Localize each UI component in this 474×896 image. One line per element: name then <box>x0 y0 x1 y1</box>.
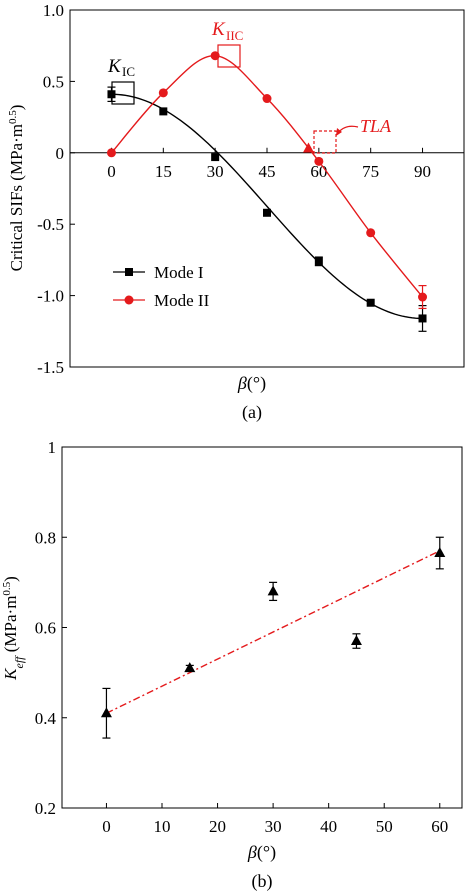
y-tick-label-b: 0.2 <box>35 799 56 818</box>
x-tick-label-b: 0 <box>102 817 111 836</box>
panel-label-a: (a) <box>242 402 262 423</box>
mode-1-marker <box>211 153 220 162</box>
x-tick-label-a: 30 <box>207 162 224 181</box>
keff-marker <box>100 707 112 718</box>
mode-1-marker <box>418 314 427 323</box>
y-tick-label-b: 0.8 <box>35 528 56 547</box>
x-tick-label-b: 10 <box>154 817 171 836</box>
mode-2-marker <box>314 156 324 166</box>
kiic-box <box>217 44 241 68</box>
kiic-sub: IIC <box>226 28 243 43</box>
legend-a: Mode I Mode II <box>113 263 210 310</box>
keff-marker <box>350 635 362 646</box>
x-tick-label-b: 20 <box>209 817 226 836</box>
mode-2-marker <box>418 292 428 302</box>
plot-frame-a <box>69 9 465 368</box>
kic-main: K <box>107 56 122 77</box>
mode-2-marker <box>158 88 168 98</box>
y-tick-label-a: 0 <box>56 144 65 163</box>
x-tick-label-b: 40 <box>320 817 337 836</box>
panel-a: 1.00.50-0.5-1.0-1.5 0 15 30 45 60 75 90 K IC K… <box>7 1 465 423</box>
x-tick-label-a: 90 <box>414 162 431 181</box>
tla-label: TLA <box>360 116 392 136</box>
panel-b: 1 0.8 0.6 0.4 0.2 0 10 20 30 40 50 60 Keff (MPa·m0… <box>1 438 463 892</box>
y-tick-label-a: 0.5 <box>43 72 64 91</box>
y-tick-label-a: -1.0 <box>37 287 64 306</box>
mode-2-marker <box>366 228 376 238</box>
mode-1-marker <box>263 208 271 217</box>
y-tick-label-b: 0.4 <box>35 709 57 728</box>
x-tick-label-b: 30 <box>265 817 282 836</box>
tla-marker <box>302 142 314 153</box>
tla-annotation: TLA <box>313 116 392 154</box>
mode-1-marker <box>314 257 323 266</box>
y-tick-label-b: 1 <box>48 438 57 457</box>
legend-marker-square <box>125 268 133 276</box>
legend-item-mode-2: Mode II <box>113 291 210 310</box>
x-tick-label-a: 15 <box>155 162 172 181</box>
y-axis-label-b: Keff (MPa·m0.5) <box>1 576 26 681</box>
legend-label-mode-1: Mode I <box>154 263 204 282</box>
series-b <box>100 536 446 739</box>
x-ticks-a: 0 15 30 45 60 75 90 <box>107 147 431 181</box>
y-ticks-b: 1 0.8 0.6 0.4 0.2 <box>35 438 67 818</box>
x-tick-label-b: 50 <box>376 817 393 836</box>
keff-marker <box>184 662 196 673</box>
x-tick-label-a: 75 <box>362 162 379 181</box>
legend-label-mode-2: Mode II <box>154 291 210 310</box>
keff-marker <box>434 547 446 558</box>
mode-1-marker <box>366 298 375 307</box>
panel-label-b: (b) <box>252 871 273 892</box>
legend-marker-circle <box>124 295 134 305</box>
x-tick-label-a: 0 <box>107 162 116 181</box>
kiic-main: K <box>211 19 226 40</box>
y-tick-label-a: -1.5 <box>37 358 64 377</box>
x-tick-label-a: 45 <box>259 162 276 181</box>
tla-arrowhead <box>336 128 342 136</box>
kic-sub: IC <box>122 64 135 79</box>
x-ticks-b: 0 10 20 30 40 50 60 <box>102 803 448 836</box>
x-tick-label-b: 60 <box>431 817 448 836</box>
mode-1-marker <box>159 107 168 116</box>
kic-annotation: K IC <box>107 56 135 105</box>
y-axis-label-a: Critical SIFs (MPa·m0.5) <box>7 105 26 272</box>
x-axis-label-a: β(°) <box>237 373 266 394</box>
y-tick-label-a: -0.5 <box>37 215 64 234</box>
y-tick-label-a: 1.0 <box>43 1 64 20</box>
y-ticks-a: 1.0 0.5 0 -0.5 -1.0 -1.5 <box>37 1 75 377</box>
trend-line <box>106 550 441 714</box>
kic-box <box>111 81 135 105</box>
legend-item-mode-1: Mode I <box>113 263 204 282</box>
x-axis-label-b: β(°) <box>247 842 276 863</box>
y-tick-label-b: 0.6 <box>35 619 56 638</box>
series-a <box>106 51 428 332</box>
tla-box <box>313 130 337 154</box>
mode-2-marker <box>262 94 272 104</box>
keff-marker <box>267 585 279 596</box>
plot-frame-b <box>61 446 463 809</box>
kiic-annotation: K IIC <box>211 19 243 68</box>
mode-2-marker <box>106 148 116 158</box>
